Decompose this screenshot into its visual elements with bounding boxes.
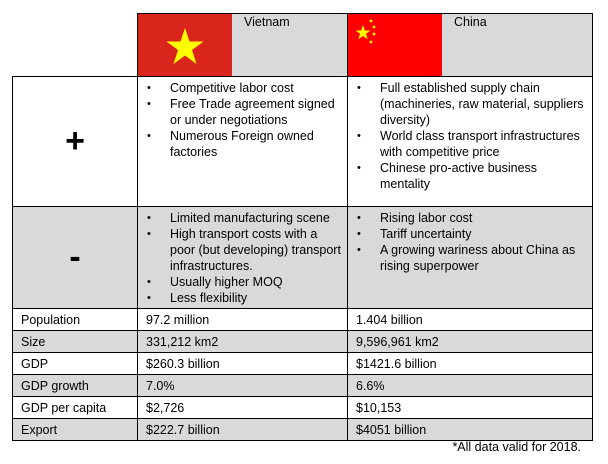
cons-china: Rising labor cost Tariff uncertainty A g… bbox=[347, 206, 593, 309]
stat-row-size: Size 331,212 km2 9,596,961 km2 bbox=[12, 330, 593, 353]
stat-china: $4051 billion bbox=[347, 418, 593, 441]
vietnam-flag-icon bbox=[138, 14, 232, 76]
stat-label: GDP bbox=[12, 352, 138, 375]
stat-vietnam: 331,212 km2 bbox=[137, 330, 348, 353]
list-item: Tariff uncertainty bbox=[348, 226, 588, 242]
stat-china: $1421.6 billion bbox=[347, 352, 593, 375]
header-row: Vietnam China bbox=[12, 13, 593, 77]
stat-vietnam: 7.0% bbox=[137, 374, 348, 397]
list-item: Free Trade agreement signed or under neg… bbox=[138, 96, 343, 128]
stat-row-export: Export $222.7 billion $4051 billion bbox=[12, 418, 593, 441]
stat-china: 1.404 billion bbox=[347, 308, 593, 331]
footnote: *All data valid for 2018. bbox=[452, 440, 581, 454]
list-item: Numerous Foreign owned factories bbox=[138, 128, 343, 160]
stat-row-population: Population 97.2 million 1.404 billion bbox=[12, 308, 593, 331]
list-item: Limited manufacturing scene bbox=[138, 210, 343, 226]
stat-label: Size bbox=[12, 330, 138, 353]
stat-china: $10,153 bbox=[347, 396, 593, 419]
stat-china: 6.6% bbox=[347, 374, 593, 397]
country-name: Vietnam bbox=[244, 15, 290, 29]
list-item: Competitive labor cost bbox=[138, 80, 343, 96]
country-name: China bbox=[454, 15, 487, 29]
stat-vietnam: $260.3 billion bbox=[137, 352, 348, 375]
list-item: Rising labor cost bbox=[348, 210, 588, 226]
plus-sign: + bbox=[12, 76, 138, 207]
comparison-table: Vietnam China + Competitive labor cost F… bbox=[12, 13, 593, 441]
china-flag-icon bbox=[348, 14, 442, 76]
list-item: Less flexibility bbox=[138, 290, 343, 306]
cons-vietnam: Limited manufacturing scene High transpo… bbox=[137, 206, 348, 309]
stat-vietnam: 97.2 million bbox=[137, 308, 348, 331]
header-china: China bbox=[347, 13, 593, 77]
list-item: World class transport infrastructures wi… bbox=[348, 128, 588, 160]
stat-label: Export bbox=[12, 418, 138, 441]
cons-row: - Limited manufacturing scene High trans… bbox=[12, 206, 593, 309]
list-item: High transport costs with a poor (but de… bbox=[138, 226, 343, 274]
empty-corner-cell bbox=[12, 13, 138, 77]
stat-label: GDP per capita bbox=[12, 396, 138, 419]
minus-sign: - bbox=[12, 206, 138, 309]
pros-vietnam: Competitive labor cost Free Trade agreem… bbox=[137, 76, 348, 207]
list-item: Usually higher MOQ bbox=[138, 274, 343, 290]
stat-row-gdp-growth: GDP growth 7.0% 6.6% bbox=[12, 374, 593, 397]
pros-china: Full established supply chain (machineri… bbox=[347, 76, 593, 207]
stat-vietnam: $2,726 bbox=[137, 396, 348, 419]
stat-row-gdp: GDP $260.3 billion $1421.6 billion bbox=[12, 352, 593, 375]
stat-row-gdp-per-capita: GDP per capita $2,726 $10,153 bbox=[12, 396, 593, 419]
pros-row: + Competitive labor cost Free Trade agre… bbox=[12, 76, 593, 207]
list-item: A growing wariness about China as rising… bbox=[348, 242, 588, 274]
stat-vietnam: $222.7 billion bbox=[137, 418, 348, 441]
list-item: Chinese pro-active business mentality bbox=[348, 160, 588, 192]
header-vietnam: Vietnam bbox=[137, 13, 348, 77]
stat-label: GDP growth bbox=[12, 374, 138, 397]
stat-label: Population bbox=[12, 308, 138, 331]
list-item: Full established supply chain (machineri… bbox=[348, 80, 588, 128]
stat-china: 9,596,961 km2 bbox=[347, 330, 593, 353]
